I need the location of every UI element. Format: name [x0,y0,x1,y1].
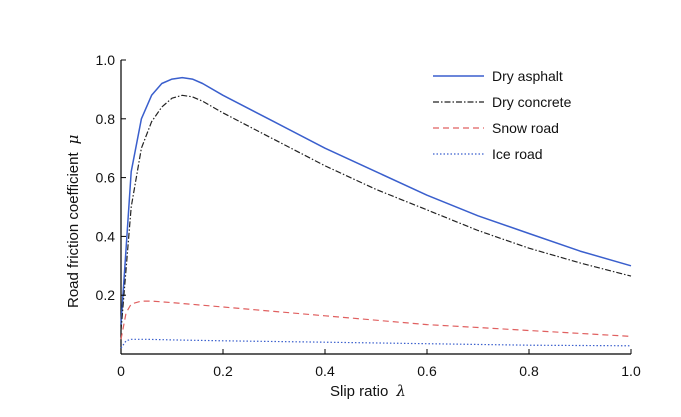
legend-label-ice-road: Ice road [492,146,543,162]
y-tick-label: 0.4 [96,228,116,244]
x-tick-label: 0.8 [519,363,539,379]
x-tick-label: 0.2 [213,363,233,379]
y-tick-label: 0.8 [96,111,116,127]
series-layer [120,76,632,349]
y-tick-label: 0.6 [96,170,116,186]
x-tick-label: 1.0 [621,363,641,379]
series-line-snow-road [120,300,632,340]
ticks-layer: 0 0.2 0.4 0.6 0.8 1.0 0.2 0.4 0.6 0.8 1.0 [96,52,641,379]
legend-label-snow-road: Snow road [492,120,559,136]
x-tick-label: 0 [117,363,125,379]
legend-label-dry-asphalt: Dry asphalt [492,68,563,84]
series-line-ice-road [120,338,632,349]
legend: Dry asphalt Dry concrete Snow road Ice road [433,68,572,162]
x-axis-title: Slip ratio λ [330,382,406,400]
series-line-dry-asphalt [120,76,632,325]
y-tick-label: 1.0 [96,52,116,68]
y-axis-title: Road friction coefficientμ [64,135,82,308]
x-tick-label: 0.4 [315,363,335,379]
plot-frame [120,60,631,355]
y-tick-label: 0.2 [96,287,116,303]
legend-label-dry-concrete: Dry concrete [492,94,572,110]
x-tick-label: 0.6 [417,363,437,379]
series-line-dry-concrete [120,94,632,331]
